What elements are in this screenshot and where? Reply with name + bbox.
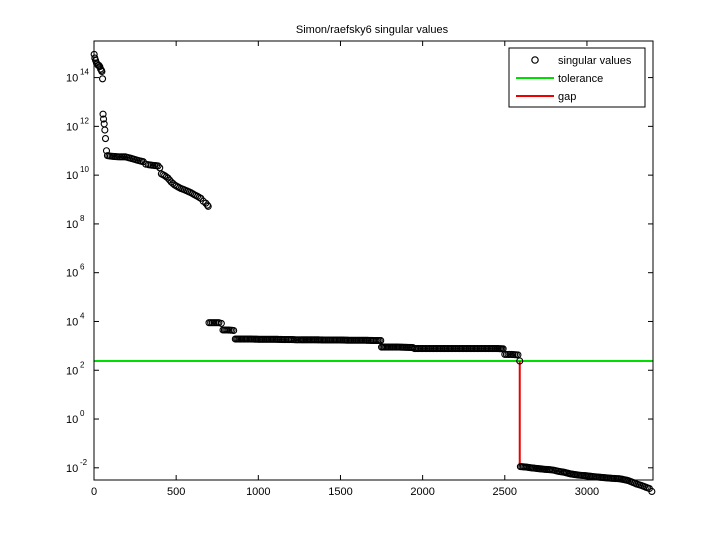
tick-marks — [93, 41, 653, 480]
plot-background — [94, 41, 653, 480]
singular-value-point — [98, 75, 107, 83]
legend: singular values tolerance gap — [508, 47, 646, 108]
legend-label-gap: gap — [558, 91, 576, 103]
singular-value-point — [99, 110, 107, 118]
y-tick-exponent: 0 — [80, 409, 85, 418]
singular-value-point — [377, 336, 385, 345]
y-tick-base: 10 — [66, 219, 78, 231]
plot-area: 0 500 1000 1500 2000 2500 3000 10-210010210410… — [66, 40, 656, 498]
x-tick-label: 1500 — [328, 486, 352, 498]
y-tick-label: 108 — [66, 214, 85, 231]
singular-value-point — [99, 115, 108, 123]
y-tick-base: 10 — [66, 268, 78, 280]
y-tick-label: 10-2 — [66, 458, 88, 475]
y-tick-exponent: 14 — [80, 68, 89, 77]
y-tick-base: 10 — [66, 73, 78, 85]
legend-label-singular-values: singular values — [558, 55, 632, 67]
singular-value-point — [230, 326, 238, 335]
y-tick-exponent: -2 — [80, 458, 88, 467]
legend-label-tolerance: tolerance — [558, 73, 603, 85]
singular-value-point — [154, 162, 162, 170]
x-tick-label: 1000 — [246, 486, 270, 498]
singular-value-point — [204, 202, 212, 210]
singular-value-point — [203, 201, 211, 209]
y-tick-base: 10 — [66, 463, 78, 475]
y-tick-exponent: 12 — [80, 116, 89, 125]
singular-value-point — [217, 319, 225, 327]
singular-value-point — [101, 135, 110, 143]
y-tick-label: 106 — [66, 263, 85, 280]
singular-value-point — [648, 487, 656, 496]
y-tick-exponent: 8 — [80, 214, 85, 223]
singular-value-point — [514, 351, 522, 359]
series-points — [90, 50, 656, 496]
legend-marker-singular-values — [531, 56, 539, 64]
y-tick-label: 104 — [66, 311, 85, 328]
y-tick-exponent: 6 — [80, 263, 85, 272]
singular-value-point — [101, 126, 109, 134]
y-tick-exponent: 10 — [80, 165, 89, 174]
y-tick-base: 10 — [66, 121, 78, 133]
series-lines — [94, 359, 653, 467]
y-tick-base: 10 — [66, 170, 78, 182]
x-tick-label: 2000 — [410, 486, 434, 498]
y-tick-base: 10 — [66, 365, 78, 377]
x-tick-label: 3000 — [575, 486, 599, 498]
singular-value-point — [98, 67, 106, 76]
x-tick-label: 500 — [167, 486, 185, 498]
x-tick-label: 0 — [91, 486, 97, 498]
y-tick-base: 10 — [66, 414, 78, 426]
y-tick-exponent: 2 — [80, 360, 85, 369]
singular-value-point — [516, 357, 524, 365]
y-tick-label: 102 — [66, 360, 85, 377]
y-tick-exponent: 4 — [80, 311, 85, 320]
x-tick-labels: 0 500 1000 1500 2000 2500 3000 — [91, 486, 599, 498]
x-tick-label: 2500 — [493, 486, 517, 498]
y-tick-label: 100 — [66, 409, 85, 426]
chart-title: Simon/raefsky6 singular values — [296, 24, 449, 36]
y-tick-base: 10 — [66, 316, 78, 328]
legend-box — [508, 47, 646, 108]
plot-frame — [93, 40, 654, 481]
